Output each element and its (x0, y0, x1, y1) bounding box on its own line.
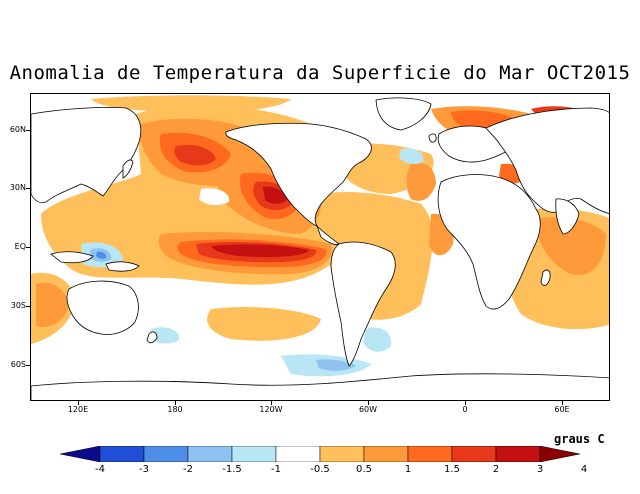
colorbar-label: -4 (95, 464, 105, 475)
colorbar-cell (319, 446, 365, 462)
anomaly-cool-sub-tropical (199, 188, 230, 206)
colorbar-label: -2 (183, 464, 193, 475)
lon-label-0: 0 (462, 405, 468, 414)
lat-label-30s: 30S (10, 301, 26, 310)
lat-tick-30s (26, 306, 30, 307)
anomaly-cool-south-atl (363, 327, 392, 352)
colorbar-cell (275, 446, 321, 462)
colorbar-label: -1 (271, 464, 281, 475)
land-greenland (375, 97, 432, 131)
colorbar-cell (99, 446, 145, 462)
land-new-guinea (105, 261, 140, 272)
colorbar-label: 2 (492, 464, 500, 475)
colorbar-cell (495, 446, 541, 462)
colorbar-label: -1.5 (222, 464, 242, 475)
lon-label-60w: 60W (358, 405, 378, 414)
colorbar (60, 446, 580, 462)
anomaly-cool-north-atl (399, 148, 424, 165)
lat-tick-30n (26, 188, 30, 189)
colorbar-units: graus C (554, 432, 605, 446)
anomaly-cooler-southern (316, 359, 356, 371)
colorbar-cell (451, 446, 497, 462)
colorbar-cell (231, 446, 277, 462)
anomaly-very-hot-ne-pac (263, 186, 287, 204)
land-north-america (225, 122, 372, 227)
colorbar-cell (407, 446, 453, 462)
anomaly-very-hot-eq (211, 244, 309, 257)
colorbar-label: 3 (536, 464, 544, 475)
anomaly-hot-np (174, 144, 216, 166)
lon-tick-0 (465, 401, 466, 405)
lat-label-60s: 60S (10, 360, 26, 369)
lon-label-180: 180 (167, 405, 183, 414)
lon-tick-180 (175, 401, 176, 405)
lat-label-60n: 60N (9, 125, 26, 134)
anomaly-weak-warm-southpac (207, 307, 321, 341)
sst-anomaly-map (30, 93, 610, 401)
colorbar-label: 1 (404, 464, 412, 475)
coastlines (31, 97, 609, 400)
lat-tick-60n (26, 130, 30, 131)
land-india (555, 198, 580, 235)
anomaly-warm-aus-w (36, 282, 69, 328)
colorbar-cells (60, 446, 580, 462)
map-canvas (31, 95, 609, 400)
land-uk (428, 133, 437, 143)
colorbar-label: -0.5 (310, 464, 330, 475)
land-madagascar (540, 269, 551, 286)
anomaly-warm-indian (536, 217, 606, 275)
anomaly-weak-warm-arctic (91, 95, 291, 113)
colorbar-triangle-high (539, 446, 580, 462)
lat-label-30n: 30N (9, 183, 26, 192)
lat-tick-eq (26, 247, 30, 248)
colorbar-label: -3 (139, 464, 149, 475)
lat-tick-60s (26, 365, 30, 366)
lon-tick-120e (78, 401, 79, 405)
colorbar-cell (187, 446, 233, 462)
land-africa (437, 174, 541, 310)
land-indonesia (50, 251, 94, 264)
land-australia (66, 280, 139, 335)
colorbar-cell (143, 446, 189, 462)
colorbar-label: 0.5 (356, 464, 372, 475)
land-south-america (330, 241, 396, 367)
lon-tick-60w (368, 401, 369, 405)
land-antarctica (31, 373, 609, 400)
map-title: Anomalia de Temperatura da Superficie do… (9, 62, 631, 84)
anomaly-warm-gulf (406, 162, 436, 201)
anomaly-cold-warm-pool (96, 251, 107, 259)
anomaly-cool-sw-pac (149, 327, 180, 344)
colorbar-label: 1.5 (444, 464, 460, 475)
land-east-asia (31, 106, 142, 203)
land-japan (122, 159, 134, 179)
lon-label-60e: 60E (554, 405, 570, 414)
colorbar-label: 4 (580, 464, 588, 475)
land-new-zealand (146, 331, 158, 344)
lon-tick-60e (562, 401, 563, 405)
colorbar-cell (363, 446, 409, 462)
lon-label-120e: 120E (67, 405, 89, 414)
lon-tick-120w (271, 401, 272, 405)
lat-label-eq: EQ (14, 242, 26, 251)
lon-label-120w: 120W (259, 405, 283, 414)
colorbar-triangle-low (60, 446, 101, 462)
